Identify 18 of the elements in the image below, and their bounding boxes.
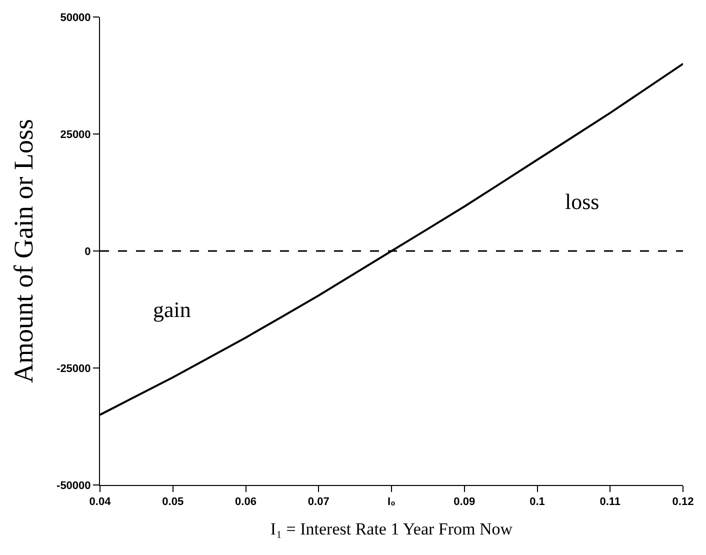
x-tick-label: 0.06 [235,496,256,508]
x-tick-label: 0.09 [454,496,476,508]
annotation: loss [565,189,600,214]
x-tick-label: 0.1 [530,496,545,508]
x-tick-label: I₀ [387,496,396,508]
y-axis-title: Amount of Gain or Loss [8,119,39,383]
y-tick-label: -25000 [56,362,91,375]
y-tick-label: 25000 [60,128,91,141]
x-tick-label: 0.11 [600,496,621,508]
annotation: gain [153,297,191,322]
x-tick-label: 0.05 [162,496,184,508]
x-axis-title: I₁ = Interest Rate 1 Year From Now [270,520,514,539]
x-tick-label: 0.12 [672,496,694,508]
y-tick-label: 50000 [60,12,91,24]
x-tick-label: 0.07 [308,496,330,508]
y-tick-label: 0 [84,246,91,258]
y-tick-label: -50000 [56,480,91,492]
x-tick-label: 0.04 [89,496,112,508]
